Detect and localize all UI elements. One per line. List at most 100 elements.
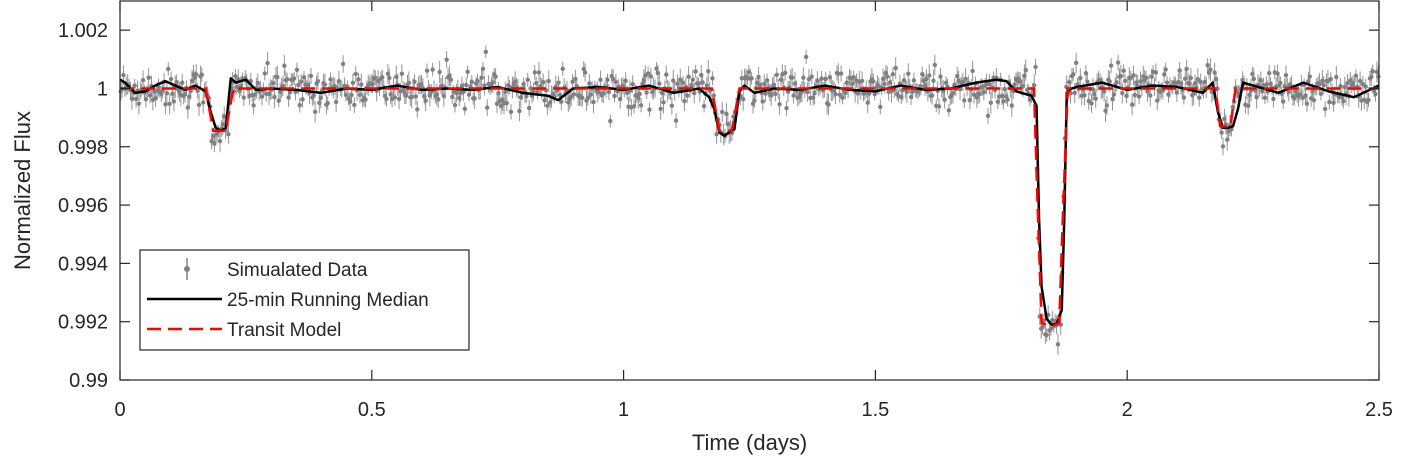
x-tick-label: 1 bbox=[618, 399, 629, 421]
y-tick-label: 0.994 bbox=[58, 253, 108, 275]
data-point bbox=[270, 80, 276, 86]
data-point bbox=[613, 79, 619, 85]
data-point bbox=[545, 103, 550, 108]
data-point bbox=[448, 77, 454, 82]
data-point bbox=[166, 66, 171, 72]
data-point bbox=[556, 80, 561, 85]
data-point bbox=[596, 90, 602, 95]
data-point bbox=[517, 108, 522, 114]
data-point bbox=[1363, 84, 1368, 89]
data-point bbox=[1001, 99, 1006, 104]
data-point bbox=[711, 93, 717, 98]
data-point bbox=[298, 79, 304, 84]
data-point bbox=[893, 65, 898, 71]
data-point bbox=[353, 71, 358, 77]
data-point bbox=[763, 91, 768, 96]
data-point bbox=[571, 92, 577, 97]
data-point bbox=[535, 88, 540, 94]
data-point bbox=[356, 77, 361, 82]
data-point bbox=[465, 69, 470, 75]
axis-ticks-layer: 0 0.5 1 1.5 2 2.5 0.99 0.992 0.994 0.996 0.998 1 1.0… bbox=[58, 1, 1393, 421]
data-point bbox=[1143, 75, 1149, 81]
plot-area-frame bbox=[119, 0, 1380, 381]
data-point bbox=[1041, 318, 1047, 323]
data-point bbox=[325, 101, 330, 106]
data-point bbox=[194, 72, 199, 77]
data-point bbox=[700, 80, 705, 85]
data-point bbox=[1322, 106, 1328, 112]
data-point bbox=[469, 79, 475, 85]
data-point bbox=[987, 81, 992, 87]
data-point bbox=[437, 69, 442, 75]
data-point bbox=[598, 77, 603, 82]
data-point bbox=[644, 90, 649, 95]
data-point bbox=[918, 84, 924, 89]
data-point bbox=[815, 78, 820, 83]
data-point bbox=[300, 97, 305, 102]
data-point bbox=[312, 109, 318, 115]
x-tick-label: 0.5 bbox=[358, 399, 386, 421]
data-point bbox=[833, 91, 838, 97]
data-point bbox=[333, 99, 339, 105]
data-point bbox=[1132, 92, 1138, 98]
data-point bbox=[664, 72, 669, 77]
data-point bbox=[1129, 102, 1135, 107]
data-point bbox=[648, 74, 654, 79]
data-point bbox=[1104, 103, 1110, 108]
data-point bbox=[669, 103, 675, 108]
data-point bbox=[262, 71, 267, 76]
data-point bbox=[560, 66, 565, 72]
data-point bbox=[423, 98, 428, 103]
data-point bbox=[1271, 96, 1276, 102]
data-point bbox=[284, 77, 290, 82]
data-point bbox=[680, 80, 686, 85]
data-point bbox=[1082, 93, 1087, 98]
data-point bbox=[1258, 78, 1263, 83]
data-point bbox=[222, 114, 227, 119]
data-point bbox=[1031, 83, 1037, 88]
data-point bbox=[610, 76, 616, 82]
transit-model-layer bbox=[120, 87, 1379, 328]
data-point bbox=[308, 73, 314, 79]
data-point bbox=[645, 71, 651, 76]
data-point bbox=[1111, 92, 1117, 97]
data-point bbox=[461, 89, 466, 95]
data-point bbox=[436, 97, 441, 102]
data-point bbox=[962, 98, 967, 103]
data-point bbox=[638, 103, 644, 108]
data-point bbox=[801, 75, 806, 80]
data-point bbox=[199, 72, 205, 77]
data-point bbox=[1338, 83, 1343, 89]
data-point bbox=[291, 76, 297, 81]
data-point bbox=[710, 76, 715, 81]
data-point bbox=[890, 72, 896, 77]
data-point bbox=[661, 100, 666, 105]
data-point bbox=[682, 98, 687, 104]
data-point bbox=[226, 132, 231, 137]
data-point bbox=[143, 97, 149, 102]
data-point bbox=[971, 92, 977, 97]
data-point bbox=[287, 89, 293, 95]
data-point bbox=[1292, 96, 1297, 101]
data-point bbox=[1195, 77, 1201, 82]
data-point bbox=[532, 70, 537, 75]
data-point bbox=[196, 102, 202, 108]
legend-point-icon bbox=[184, 266, 190, 272]
y-tick-label: 1 bbox=[97, 78, 108, 100]
data-point bbox=[412, 79, 417, 84]
data-point bbox=[1128, 75, 1133, 81]
legend-entry-data: Simualated Data bbox=[184, 258, 368, 281]
data-point bbox=[272, 94, 277, 100]
data-point bbox=[1177, 68, 1182, 73]
data-point bbox=[1373, 91, 1378, 97]
data-point bbox=[1307, 74, 1312, 79]
data-point bbox=[838, 71, 844, 76]
data-point bbox=[774, 72, 779, 78]
data-point bbox=[568, 94, 574, 100]
data-point bbox=[570, 79, 575, 85]
x-tick-label: 1.5 bbox=[861, 399, 889, 421]
data-point bbox=[406, 80, 412, 85]
data-point bbox=[1005, 97, 1010, 102]
data-point bbox=[315, 78, 321, 84]
data-point bbox=[591, 99, 596, 105]
